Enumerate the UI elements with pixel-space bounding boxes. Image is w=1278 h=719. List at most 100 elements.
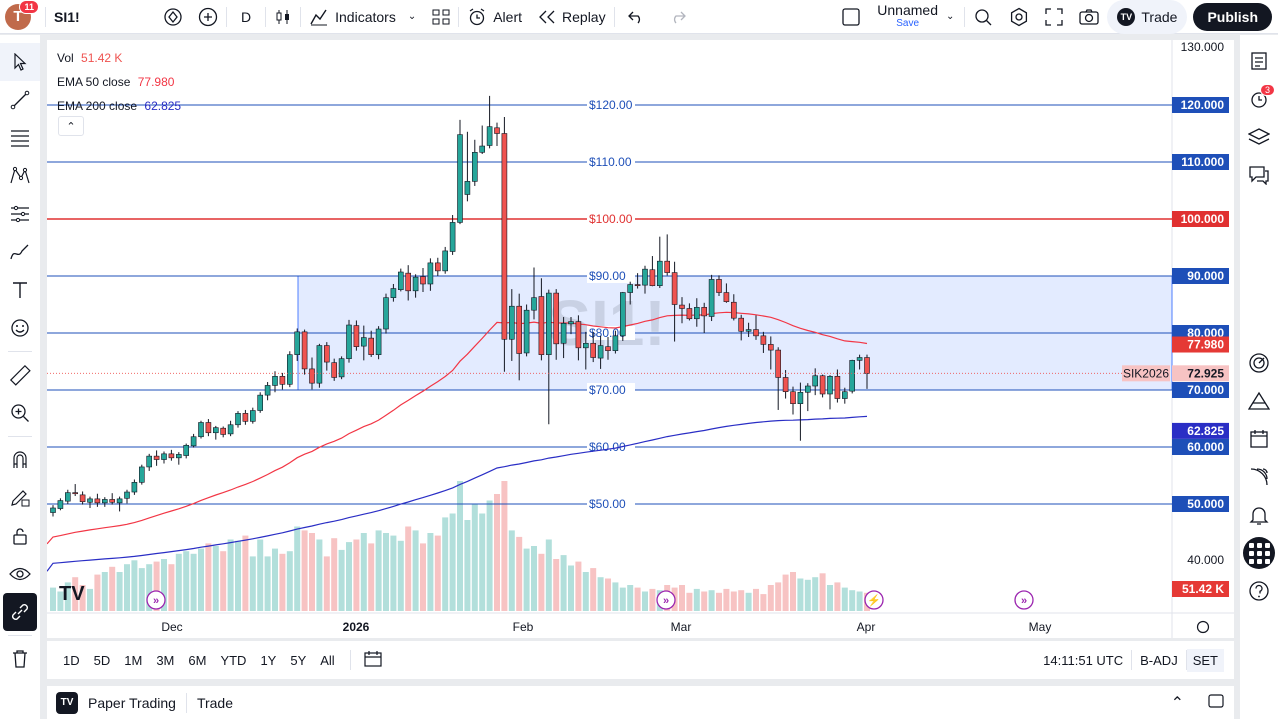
forecasting-icon[interactable] (0, 195, 40, 233)
layouts-grid-icon[interactable] (424, 0, 458, 34)
legend-ema50[interactable]: EMA 50 close 77.980 (57, 75, 175, 89)
chevron-down-icon[interactable]: ⌄ (945, 11, 955, 22)
undo-icon[interactable] (615, 0, 657, 34)
maximize-panel-icon[interactable] (1198, 694, 1234, 711)
volume-bar (146, 564, 153, 611)
layout-name-button[interactable]: Unnamed Save (869, 0, 946, 34)
legend-ema200[interactable]: EMA 200 close 62.825 (57, 99, 182, 113)
link-sync-icon[interactable] (3, 593, 37, 631)
zoom-in-icon[interactable] (0, 394, 40, 432)
chart-panel[interactable]: SI1! $120.00 120.000 $110.00 110.000 $100.00 1… (47, 40, 1234, 638)
magnet-icon[interactable] (0, 441, 40, 479)
settings-gear-icon[interactable] (1001, 0, 1037, 34)
candle-body (168, 453, 175, 459)
mountain-ideas-icon[interactable] (1240, 382, 1278, 420)
volume-bar (627, 585, 634, 611)
camera-icon[interactable] (1071, 0, 1107, 34)
range-button[interactable]: 1D (63, 652, 80, 668)
candle-body (220, 427, 226, 435)
watchlist-diamond-icon[interactable] (156, 0, 190, 34)
candle-body (412, 276, 419, 292)
fullscreen-icon[interactable] (1037, 0, 1071, 34)
candle-body (849, 360, 856, 392)
emoji-icon[interactable] (0, 309, 40, 347)
time-axis-label: May (1029, 620, 1052, 634)
fib-retracement-icon[interactable] (0, 119, 40, 157)
lock-pencil-icon[interactable] (0, 479, 40, 517)
publish-button[interactable]: Publish (1193, 2, 1272, 31)
candle-body (531, 297, 537, 311)
range-button[interactable]: YTD (220, 652, 247, 668)
interval-button[interactable]: D (241, 8, 252, 25)
paper-trade-tab[interactable]: Trade (196, 694, 234, 711)
eye-icon[interactable] (0, 555, 40, 593)
layers-icon[interactable] (1240, 118, 1278, 156)
trade-button[interactable]: TV Trade (1107, 0, 1188, 34)
volume-bar (316, 539, 323, 611)
broadcast-icon[interactable] (1240, 458, 1278, 496)
text-tool-icon[interactable] (0, 271, 40, 309)
notifications-bell-icon[interactable] (1240, 496, 1278, 534)
chat-icon[interactable] (1240, 156, 1278, 194)
legend-collapse-button[interactable]: ⌃ (58, 116, 84, 136)
replay-button[interactable]: Replay (530, 0, 614, 34)
range-button[interactable]: 6M (188, 652, 207, 668)
range-button[interactable]: 1Y (260, 652, 277, 668)
volume-bar (804, 579, 811, 611)
date-range-calendar-icon[interactable] (351, 650, 395, 671)
ruler-measure-icon[interactable] (0, 356, 40, 394)
cursor-icon[interactable] (0, 43, 40, 81)
redo-icon[interactable] (657, 0, 699, 34)
session-button[interactable]: SET (1186, 648, 1224, 672)
apps-grid-icon[interactable] (1240, 534, 1278, 572)
range-button[interactable]: 3M (156, 652, 175, 668)
adjustment-toggle[interactable]: B-ADJ (1140, 652, 1178, 668)
ema50-line (47, 311, 868, 545)
candle-body (545, 292, 552, 355)
candle-body (479, 145, 486, 153)
brush-icon[interactable] (0, 233, 40, 271)
trend-line-icon[interactable] (0, 81, 40, 119)
candle-body (338, 358, 345, 378)
candle-body (834, 376, 841, 399)
help-icon[interactable] (1240, 572, 1278, 610)
layout-checkbox-icon[interactable] (833, 0, 869, 34)
legend-vol[interactable]: Vol 51.42 K (57, 51, 123, 65)
volume-bar (827, 585, 833, 611)
chart-type-candles-icon[interactable] (266, 0, 300, 34)
range-button[interactable]: All (320, 652, 335, 668)
price-chart[interactable]: SI1!$120.00 120.000$110.00 110.000$100.00 1… (47, 40, 1234, 638)
indicators-button[interactable]: Indicators ⌄ (301, 0, 424, 34)
watchlist-icon[interactable] (1240, 42, 1278, 80)
lock-icon[interactable] (0, 517, 40, 555)
alerts-clock-icon[interactable]: 3 (1240, 80, 1278, 118)
range-button[interactable]: 5D (93, 652, 111, 668)
range-button[interactable]: 1M (124, 652, 143, 668)
range-button[interactable]: 5Y (290, 652, 307, 668)
candle-body (856, 357, 863, 361)
trash-icon[interactable] (0, 640, 40, 678)
volume-bar (242, 535, 249, 611)
candle-body (723, 292, 730, 302)
ema200-axis-badge: 62.825 (1187, 424, 1224, 438)
level-label: $50.00 (589, 497, 626, 511)
volume-bar (57, 591, 64, 611)
volume-bar (708, 590, 715, 611)
chevron-up-icon[interactable]: ⌃ (1170, 694, 1184, 712)
target-icon[interactable] (1240, 344, 1278, 382)
axis-level-value: 60.000 (1187, 440, 1224, 454)
volume-axis-badge: 51.42 K (1182, 582, 1224, 596)
paper-trading-tab[interactable]: Paper Trading (88, 694, 176, 711)
pattern-icon[interactable] (0, 157, 40, 195)
calendar-icon[interactable] (1240, 420, 1278, 458)
candle-body (486, 126, 493, 146)
clock-utc[interactable]: 14:11:51 UTC (1043, 652, 1124, 668)
price-axis-tick: 40.000 (1187, 553, 1224, 567)
user-avatar[interactable]: T 11 (5, 0, 39, 30)
time-axis-label: Feb (513, 620, 534, 634)
symbol-search-button[interactable]: SI1! (46, 0, 156, 34)
add-symbol-icon[interactable] (190, 0, 226, 34)
alert-button[interactable]: Alert (459, 0, 530, 34)
candle-body (790, 391, 796, 404)
quick-search-icon[interactable] (965, 0, 1001, 34)
